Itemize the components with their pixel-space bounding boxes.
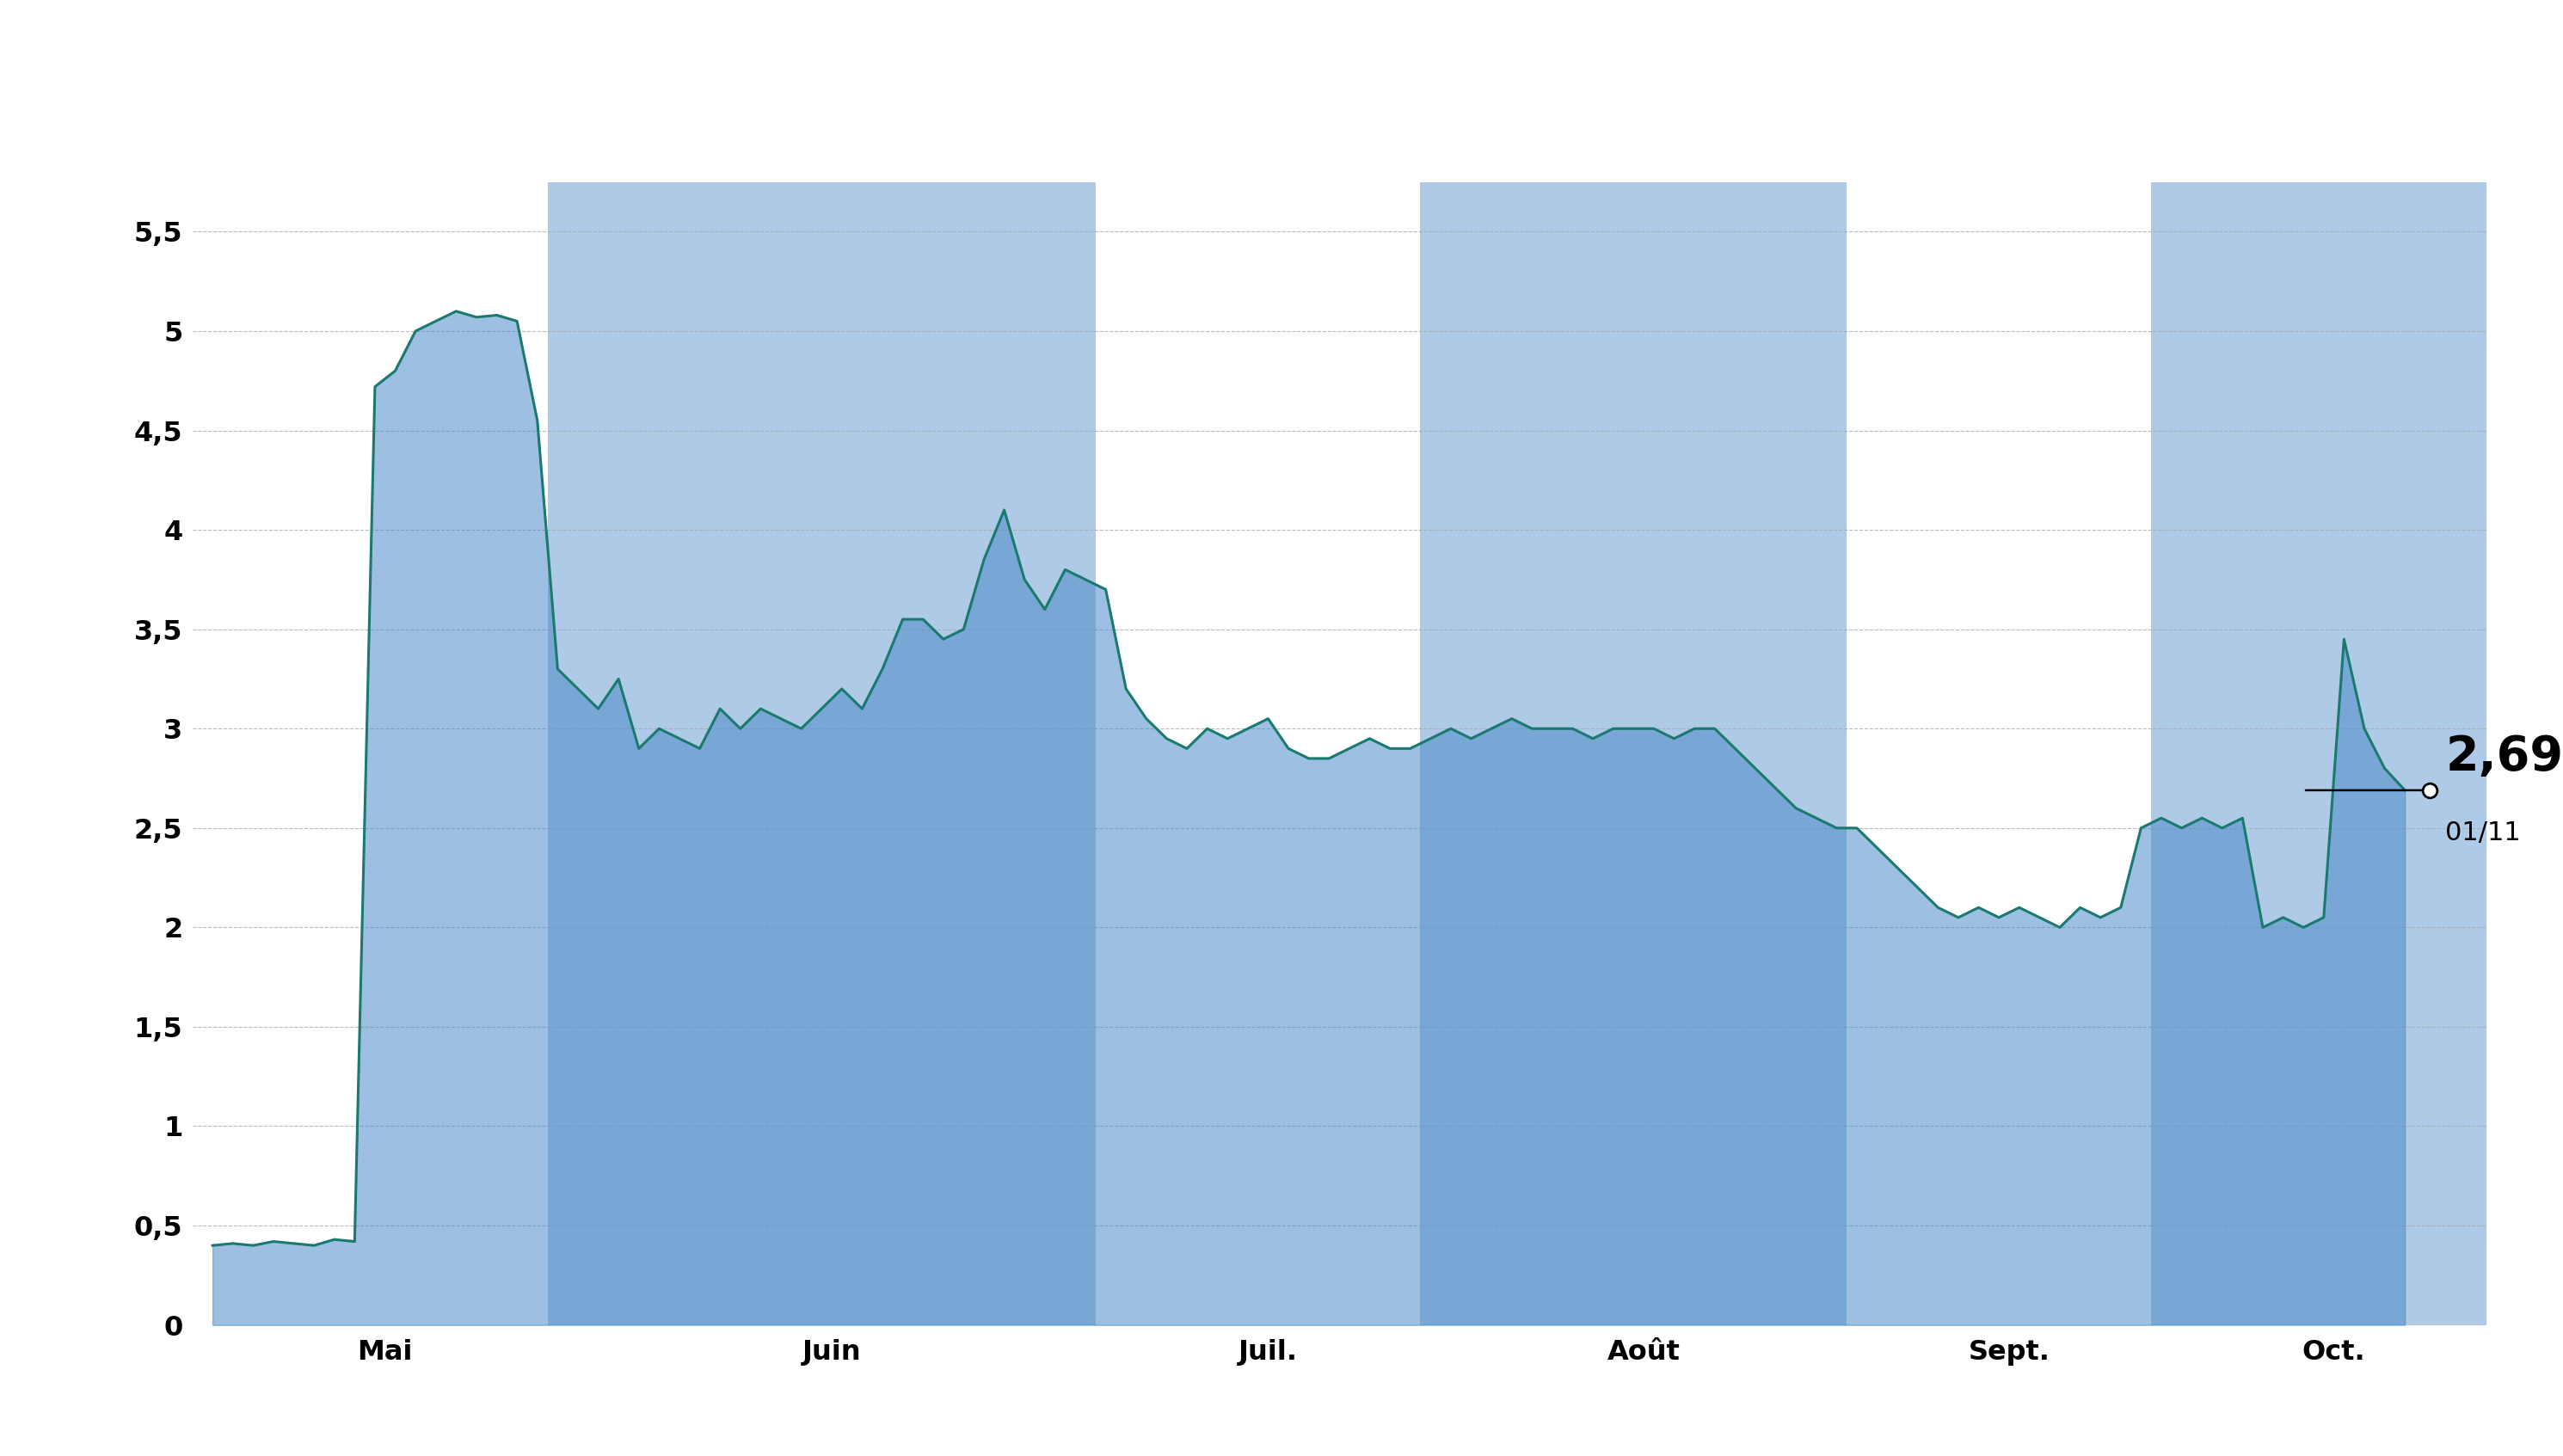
Bar xyxy=(548,182,1094,1325)
Text: Tharimmune, Inc.: Tharimmune, Inc. xyxy=(974,54,1589,114)
Bar xyxy=(2150,182,2496,1325)
Bar xyxy=(1420,182,1848,1325)
Text: 2,69: 2,69 xyxy=(2445,734,2563,780)
Text: 01/11: 01/11 xyxy=(2445,820,2522,844)
